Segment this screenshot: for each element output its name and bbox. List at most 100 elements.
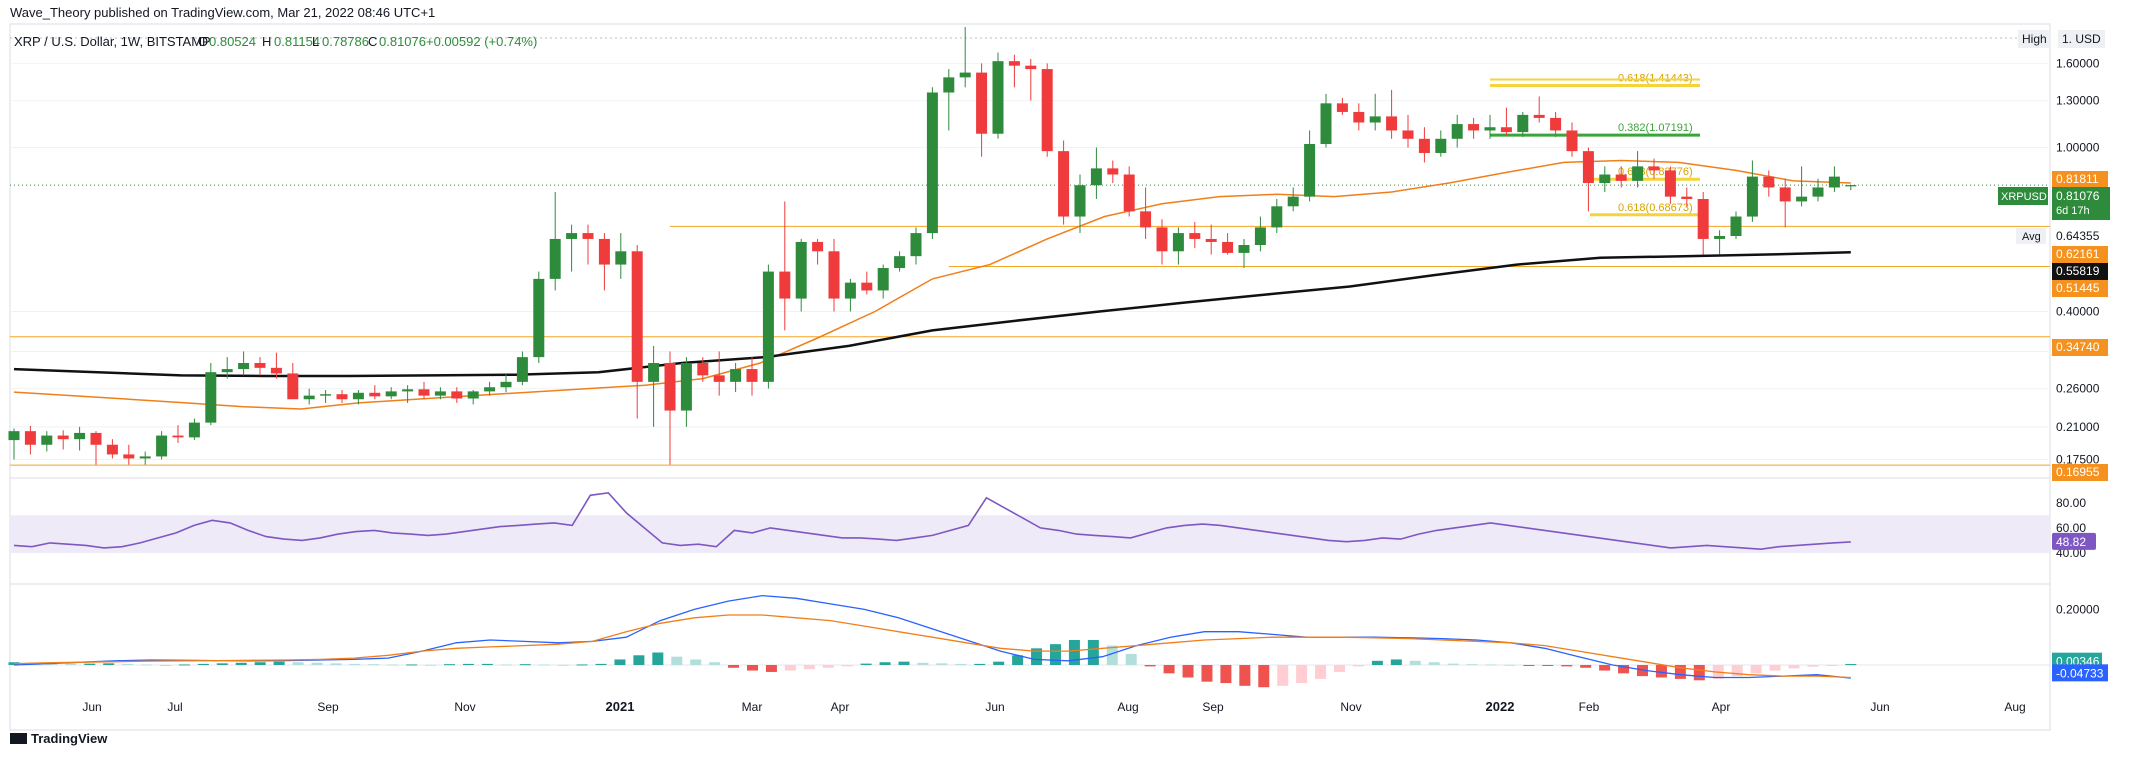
- candle-body[interactable]: [8, 431, 20, 441]
- candle-body[interactable]: [1336, 103, 1348, 112]
- candle-body[interactable]: [24, 431, 36, 445]
- candle-body[interactable]: [549, 238, 561, 279]
- candlesticks[interactable]: [8, 27, 1857, 465]
- candle-body[interactable]: [664, 363, 676, 411]
- candle-body[interactable]: [1435, 138, 1447, 153]
- candle-body[interactable]: [1484, 127, 1496, 131]
- currency-unit-box[interactable]: [2058, 30, 2105, 48]
- candle-body[interactable]: [894, 256, 906, 269]
- candle-body[interactable]: [828, 251, 840, 299]
- candle-body[interactable]: [1205, 238, 1217, 242]
- candle-body[interactable]: [467, 391, 479, 399]
- candle-body[interactable]: [1763, 176, 1775, 188]
- candle-body[interactable]: [484, 387, 496, 392]
- candle-body[interactable]: [812, 241, 824, 252]
- candle-body[interactable]: [795, 241, 807, 299]
- candle-body[interactable]: [1550, 117, 1562, 131]
- candle-body[interactable]: [1107, 168, 1119, 175]
- tradingview-logo[interactable]: TradingView: [10, 731, 108, 746]
- candle-body[interactable]: [598, 238, 610, 265]
- candle-body[interactable]: [1517, 114, 1529, 133]
- candle-body[interactable]: [1566, 130, 1578, 152]
- candle-body[interactable]: [1090, 168, 1102, 186]
- candle-body[interactable]: [1353, 111, 1365, 123]
- candle-body[interactable]: [926, 92, 938, 234]
- candle-body[interactable]: [188, 422, 200, 438]
- candle-body[interactable]: [1681, 196, 1693, 200]
- candle-body[interactable]: [90, 432, 102, 445]
- candle-body[interactable]: [1615, 174, 1627, 181]
- candle-body[interactable]: [1172, 233, 1184, 252]
- candle-body[interactable]: [369, 392, 381, 397]
- candle-body[interactable]: [1156, 227, 1168, 252]
- candle-body[interactable]: [1074, 185, 1086, 217]
- candle-body[interactable]: [582, 233, 594, 239]
- candle-body[interactable]: [1714, 235, 1726, 239]
- candle-body[interactable]: [1779, 187, 1791, 202]
- candle-body[interactable]: [1238, 245, 1250, 253]
- candle-body[interactable]: [1845, 185, 1857, 187]
- candle-body[interactable]: [762, 271, 774, 382]
- candle-body[interactable]: [1468, 124, 1480, 131]
- candle-body[interactable]: [434, 391, 446, 396]
- symbol-title[interactable]: XRP / U.S. Dollar, 1W, BITSTAMP: [14, 34, 211, 49]
- candle-body[interactable]: [533, 278, 545, 358]
- candle-body[interactable]: [418, 389, 430, 396]
- candle-body[interactable]: [992, 61, 1004, 134]
- candle-body[interactable]: [41, 435, 53, 445]
- candle-body[interactable]: [1664, 170, 1676, 197]
- candle-body[interactable]: [861, 282, 873, 291]
- candle-body[interactable]: [57, 435, 69, 440]
- candle-body[interactable]: [976, 72, 988, 134]
- candle-body[interactable]: [713, 375, 725, 382]
- candle-body[interactable]: [1041, 69, 1053, 152]
- candle-body[interactable]: [566, 233, 578, 239]
- candle-body[interactable]: [123, 454, 135, 459]
- candle-body[interactable]: [1140, 211, 1152, 228]
- candle-body[interactable]: [336, 394, 348, 400]
- candle-body[interactable]: [1287, 196, 1299, 207]
- candle-body[interactable]: [1222, 241, 1234, 253]
- candle-body[interactable]: [1386, 116, 1398, 131]
- candle-body[interactable]: [680, 363, 692, 411]
- rsi-line[interactable]: [13, 491, 1851, 551]
- candle-body[interactable]: [156, 435, 168, 457]
- candle-body[interactable]: [1451, 124, 1463, 139]
- macd-signal-line[interactable]: [13, 614, 1851, 679]
- candle-body[interactable]: [730, 369, 742, 382]
- candle-body[interactable]: [1008, 61, 1020, 66]
- price-scale[interactable]: 1.600001.300001.000000.400000.320000.260…: [1998, 56, 2110, 481]
- candle-body[interactable]: [1599, 174, 1611, 184]
- candle-body[interactable]: [615, 251, 627, 265]
- candle-body[interactable]: [1812, 187, 1824, 197]
- candle-body[interactable]: [516, 357, 528, 382]
- ema-line[interactable]: [13, 159, 1851, 410]
- candle-body[interactable]: [1402, 130, 1414, 139]
- candle-body[interactable]: [1746, 176, 1758, 217]
- candle-body[interactable]: [1632, 166, 1644, 181]
- candle-body[interactable]: [746, 369, 758, 382]
- candle-body[interactable]: [1025, 65, 1037, 70]
- candle-body[interactable]: [1304, 143, 1316, 197]
- candle-body[interactable]: [402, 389, 414, 392]
- candle-body[interactable]: [697, 363, 709, 376]
- candle-body[interactable]: [1320, 103, 1332, 144]
- candle-body[interactable]: [1500, 127, 1512, 133]
- candle-body[interactable]: [139, 456, 151, 459]
- candle-body[interactable]: [451, 391, 463, 399]
- candle-body[interactable]: [1582, 151, 1594, 184]
- candle-body[interactable]: [500, 381, 512, 388]
- candle-body[interactable]: [1796, 196, 1808, 202]
- candle-body[interactable]: [1730, 216, 1742, 236]
- candle-body[interactable]: [943, 77, 955, 93]
- candle-body[interactable]: [910, 233, 922, 257]
- candle-body[interactable]: [1189, 233, 1201, 239]
- candle-body[interactable]: [631, 251, 643, 382]
- candle-body[interactable]: [877, 268, 889, 291]
- candle-body[interactable]: [106, 444, 118, 455]
- candle-body[interactable]: [1254, 227, 1266, 246]
- candle-body[interactable]: [844, 282, 856, 299]
